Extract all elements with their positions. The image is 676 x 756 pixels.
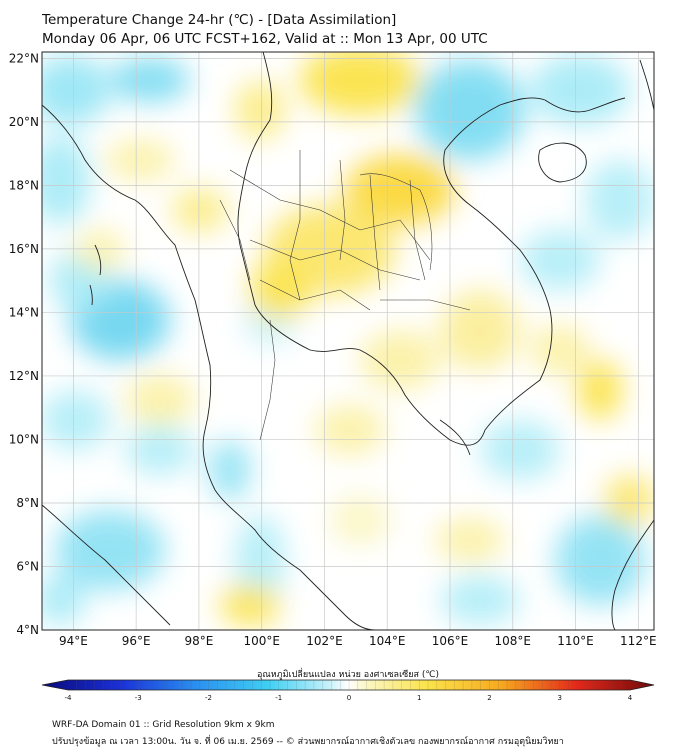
lat-tick-label: 12°N [9,369,39,383]
lat-tick-label: 18°N [9,178,39,192]
colorbar-tick-label: 2 [487,694,491,702]
lon-tick-label: 104°E [369,634,406,648]
colorbar [41,679,655,691]
lat-tick-label: 16°N [9,242,39,256]
colorbar-tick-label: -4 [65,694,73,702]
colorbar-tick-label: -2 [205,694,212,702]
colorbar-tick-labels: -4 -3 -2 -1 0 1 2 3 4 [65,694,633,702]
lon-tick-label: 100°E [243,634,280,648]
lat-tick-label: 14°N [9,305,39,319]
map-gridlines [42,52,654,630]
lat-tick-label: 20°N [9,115,39,129]
lat-tick-label: 4°N [16,623,39,637]
map-frame [41,51,655,631]
lat-tick-label: 10°N [9,432,39,446]
province-borders [219,150,471,441]
colorbar-tick-label: 0 [347,694,351,702]
map-title: Temperature Change 24-hr (℃) - [Data Ass… [42,12,397,28]
coastlines [42,52,654,630]
colorbar-tick-label: -1 [275,694,282,702]
lat-tick-label: 22°N [9,51,39,65]
lon-tick-label: 98°E [184,634,213,648]
colorbar-tick-label: 1 [417,694,421,702]
lon-tick-label: 112°E [620,634,657,648]
footer-model-info: WRF-DA Domain 01 :: Grid Resolution 9km … [52,720,275,730]
colorbar-tick-label: 3 [558,694,562,702]
lon-tick-label: 94°E [59,634,88,648]
temperature-field [42,52,654,630]
lon-tick-label: 96°E [122,634,151,648]
map-subtitle: Monday 06 Apr, 06 UTC FCST+162, Valid at… [42,31,488,47]
longitude-tick-labels: 94°E 96°E 98°E 100°E 102°E 104°E 106°E 108°E 110… [59,634,657,648]
lon-tick-label: 108°E [495,634,532,648]
lon-tick-label: 106°E [432,634,469,648]
colorbar-label: อุณหภูมิเปลี่ยนแปลง หน่วย องศาเซลเซียส (… [257,667,439,680]
lon-tick-label: 102°E [306,634,343,648]
footer-credit: ปรับปรุงข้อมูล ณ เวลา 13:00น. วัน จ. ที่… [52,737,564,747]
colorbar-tick-label: -3 [135,694,142,702]
colorbar-tick-label: 4 [628,694,633,702]
lon-tick-label: 110°E [557,634,594,648]
lat-tick-label: 6°N [16,559,39,573]
lat-tick-label: 8°N [16,496,39,510]
latitude-tick-labels: 22°N 20°N 18°N 16°N 14°N 12°N 10°N 8°N 6°N 4°N [9,51,39,637]
